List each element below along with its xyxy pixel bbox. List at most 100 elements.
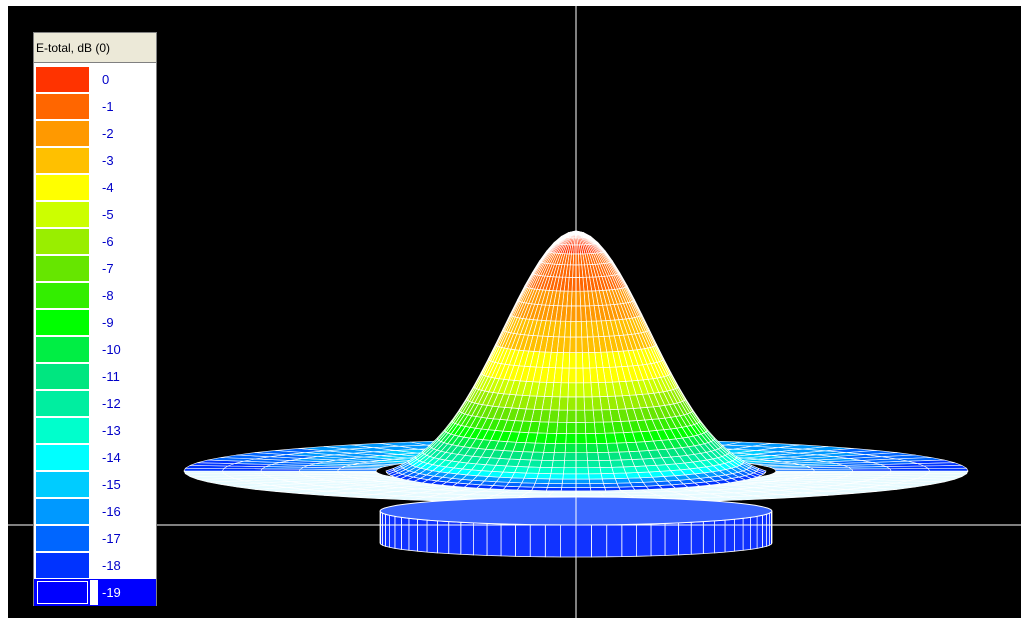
lobe-facet xyxy=(575,290,581,307)
legend-level-row[interactable]: -3 xyxy=(34,147,156,174)
legend-level-row[interactable]: 0 xyxy=(34,66,156,93)
base-band-facet xyxy=(448,521,462,555)
legend-level-row[interactable]: -19 xyxy=(34,579,156,606)
base-band-facet xyxy=(591,524,608,558)
legend-level-row[interactable]: -14 xyxy=(34,444,156,471)
lobe-facet xyxy=(564,452,577,462)
legend-level-row[interactable]: -10 xyxy=(34,336,156,363)
brim-facet xyxy=(889,468,931,472)
brim-facet xyxy=(774,469,815,472)
lobe-facet xyxy=(545,487,563,492)
legend-level-row[interactable]: -8 xyxy=(34,282,156,309)
legend-level-label: -8 xyxy=(102,288,114,303)
lobe-facet xyxy=(599,466,614,474)
lobe-facet xyxy=(560,487,577,492)
legend-color-swatch xyxy=(36,391,89,416)
legend-color-swatch xyxy=(36,445,89,470)
lobe-facet xyxy=(588,473,603,480)
lobe-facet xyxy=(575,433,587,445)
legend-color-swatch xyxy=(36,229,89,254)
legend-level-row[interactable]: -4 xyxy=(34,174,156,201)
base-band-facet xyxy=(750,515,758,550)
base-band-facet xyxy=(379,510,382,545)
legend-level-row[interactable]: -12 xyxy=(34,390,156,417)
lobe-facet xyxy=(558,396,569,411)
lobe-facet xyxy=(589,483,606,488)
base-band-facet xyxy=(724,518,735,553)
legend-color-swatch xyxy=(36,175,89,200)
legend-level-row[interactable]: -6 xyxy=(34,228,156,255)
legend-color-swatch xyxy=(36,310,89,335)
legend-level-row[interactable]: -11 xyxy=(34,363,156,390)
plot-viewport[interactable]: E-total, dB (0) 0 -1 -2 -3 -4 -5 -6 -7 -8 -9 -10 -1… xyxy=(8,6,1021,618)
base-band-facet xyxy=(408,517,418,552)
lobe-facet xyxy=(584,409,595,423)
lobe-facet xyxy=(575,396,585,411)
lobe-facet xyxy=(606,442,620,453)
lobe-facet xyxy=(567,382,577,398)
lobe-facet xyxy=(586,452,600,461)
lobe-facet xyxy=(561,483,577,488)
legend-level-row[interactable]: -16 xyxy=(34,498,156,525)
lobe-facet xyxy=(575,382,585,398)
lobe-facet xyxy=(575,487,592,492)
legend-color-swatch xyxy=(36,256,89,281)
lobe-facet xyxy=(593,421,606,434)
base-band-facet xyxy=(636,523,652,557)
lobe-facet xyxy=(575,409,586,423)
legend-color-swatch xyxy=(36,499,89,524)
legend-color-swatch xyxy=(36,94,89,119)
lobe-facet xyxy=(538,466,553,474)
base-band-facet xyxy=(766,512,770,547)
legend-level-row[interactable]: -5 xyxy=(34,201,156,228)
legend-level-row[interactable]: -13 xyxy=(34,417,156,444)
lobe-facet xyxy=(552,452,566,461)
base-band-facet xyxy=(756,514,763,549)
base-band-facet xyxy=(702,520,715,555)
lobe-facet xyxy=(565,433,577,445)
lobe-facet xyxy=(553,443,567,453)
lobe-facet xyxy=(556,421,568,434)
lobe-facet xyxy=(550,467,565,475)
legend-level-row[interactable]: -17 xyxy=(34,525,156,552)
base-band-facet xyxy=(575,524,592,558)
pattern-base-band xyxy=(379,496,773,558)
base-band-facet xyxy=(460,521,475,556)
legend-level-row[interactable]: -7 xyxy=(34,255,156,282)
lobe-facet xyxy=(575,277,581,292)
lobe-facet xyxy=(566,409,577,423)
legend-color-swatch xyxy=(36,148,89,173)
legend-level-row[interactable]: -9 xyxy=(34,309,156,336)
lobe-facet xyxy=(600,472,616,480)
legend-color-swatch xyxy=(36,283,89,308)
legend-level-label: -5 xyxy=(102,207,114,222)
base-band-facet xyxy=(416,518,428,553)
lobe-facet xyxy=(588,478,604,484)
legend-color-swatch xyxy=(36,526,89,551)
brim-facet xyxy=(547,492,577,497)
legend-level-label: -7 xyxy=(102,261,114,276)
base-band-facet xyxy=(762,513,767,548)
lobe-facet xyxy=(602,482,620,488)
brim-facet xyxy=(575,492,605,497)
plot-axes xyxy=(8,6,1021,618)
lobe-facet xyxy=(592,409,604,423)
legend-level-row[interactable]: -2 xyxy=(34,120,156,147)
base-band-facet xyxy=(381,512,386,547)
legend-level-row[interactable]: -18 xyxy=(34,552,156,579)
legend-color-swatch xyxy=(36,121,89,146)
lobe-facet xyxy=(532,482,550,488)
legend-level-row[interactable]: -1 xyxy=(34,93,156,120)
lobe-facet xyxy=(567,396,577,411)
legend-level-row[interactable]: -15 xyxy=(34,471,156,498)
legend-color-swatch xyxy=(36,202,89,227)
color-scale-legend[interactable]: E-total, dB (0) 0 -1 -2 -3 -4 -5 -6 -7 -8 -9 -10 -1… xyxy=(33,32,157,606)
legend-level-label: -12 xyxy=(102,396,121,411)
lobe-facet xyxy=(568,352,577,369)
base-band-facet xyxy=(664,522,679,556)
lobe-facet xyxy=(575,473,590,480)
lobe-facet xyxy=(564,443,577,454)
lobe-facet xyxy=(551,460,565,469)
lobe-facet xyxy=(575,320,583,338)
legend-level-label: -4 xyxy=(102,180,114,195)
